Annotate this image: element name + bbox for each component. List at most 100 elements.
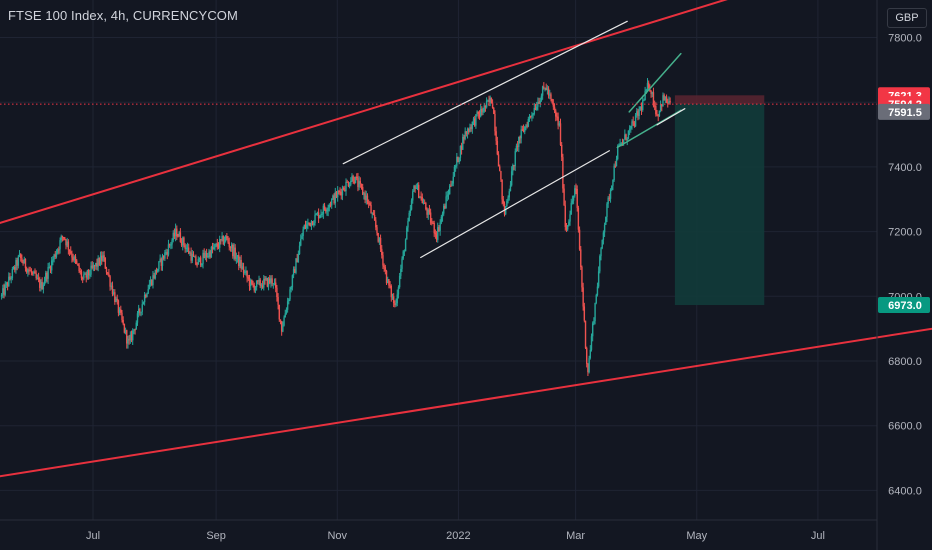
- price-tick-label: 6800.0: [888, 356, 922, 368]
- candle-body: [5, 282, 8, 285]
- candle-body: [27, 269, 29, 273]
- candle-body: [365, 195, 367, 200]
- candle-body: [366, 195, 369, 203]
- candle: [361, 183, 364, 196]
- candle: [391, 293, 394, 300]
- candle-body: [372, 213, 375, 215]
- candle: [354, 176, 357, 184]
- candle-body: [213, 247, 215, 250]
- candle-body: [120, 309, 122, 313]
- candle: [185, 244, 188, 253]
- candle: [627, 130, 630, 140]
- candle-body: [230, 244, 233, 249]
- candle-body: [456, 156, 458, 166]
- candle-body: [420, 196, 422, 198]
- candle: [97, 255, 99, 272]
- candle-body: [61, 236, 64, 238]
- candle-body: [564, 205, 566, 227]
- candle: [516, 141, 519, 152]
- candle: [452, 171, 454, 187]
- currency-button[interactable]: GBP: [887, 8, 927, 28]
- candle: [427, 208, 429, 220]
- candle: [464, 127, 466, 141]
- candle: [540, 93, 543, 102]
- candle-body: [108, 273, 110, 277]
- candle-body: [99, 255, 102, 265]
- candle-body: [440, 216, 443, 223]
- candle: [421, 193, 423, 204]
- candle: [172, 230, 174, 243]
- candle: [126, 329, 128, 349]
- candle: [70, 246, 72, 255]
- candle: [350, 177, 352, 187]
- candle-body: [96, 262, 98, 267]
- candle: [309, 222, 311, 227]
- candle: [335, 190, 338, 199]
- candle: [504, 206, 507, 216]
- candle: [282, 321, 284, 333]
- candle: [447, 189, 450, 200]
- candle: [510, 166, 513, 187]
- candle-body: [426, 209, 428, 215]
- candle-body: [275, 282, 277, 288]
- candle: [25, 266, 28, 274]
- candle-body: [45, 272, 47, 282]
- candle: [257, 279, 259, 285]
- candle: [124, 327, 127, 335]
- candle-body: [394, 303, 396, 306]
- candle-body: [532, 113, 534, 116]
- candle-body: [53, 254, 55, 260]
- candle: [305, 220, 308, 232]
- candle: [235, 252, 238, 264]
- candle-body: [499, 166, 501, 172]
- candle: [142, 301, 145, 305]
- candle: [279, 319, 282, 325]
- candle: [345, 178, 347, 196]
- candle-body: [327, 207, 329, 212]
- candle-body: [385, 270, 388, 284]
- candle-body: [661, 104, 663, 107]
- candle-body: [448, 185, 451, 195]
- candle: [339, 187, 341, 196]
- time-tick-label: 2022: [446, 530, 470, 542]
- candle: [27, 268, 29, 277]
- candle: [487, 99, 489, 102]
- candle: [141, 299, 143, 316]
- candle: [196, 262, 198, 268]
- stop-loss-zone: [674, 95, 765, 105]
- candle-body: [68, 249, 71, 252]
- candle-body: [342, 187, 345, 190]
- candle: [545, 83, 547, 91]
- candle: [149, 276, 152, 287]
- candle: [489, 95, 491, 107]
- candle: [230, 242, 233, 252]
- candle: [415, 183, 418, 190]
- candle: [578, 226, 581, 251]
- candle-body: [484, 105, 487, 108]
- candle: [342, 186, 345, 191]
- candle-body: [77, 263, 79, 266]
- candle-body: [611, 185, 613, 190]
- candle: [217, 242, 220, 250]
- candle-body: [443, 205, 445, 214]
- candle: [372, 209, 375, 216]
- candle: [120, 305, 122, 316]
- candle-body: [83, 274, 85, 279]
- candle-body: [651, 92, 653, 94]
- candle: [163, 255, 165, 261]
- candle: [531, 111, 533, 122]
- last-price-badge: 7591.5: [878, 103, 930, 120]
- candle-body: [503, 203, 506, 215]
- candle: [532, 112, 534, 119]
- candle-body: [354, 176, 357, 184]
- candle-body: [388, 279, 390, 286]
- candle: [73, 255, 76, 263]
- candle: [5, 281, 8, 288]
- candle-body: [552, 103, 555, 107]
- candle-body: [52, 259, 54, 261]
- candle: [50, 256, 53, 274]
- candle: [152, 270, 154, 289]
- candle-body: [174, 228, 177, 237]
